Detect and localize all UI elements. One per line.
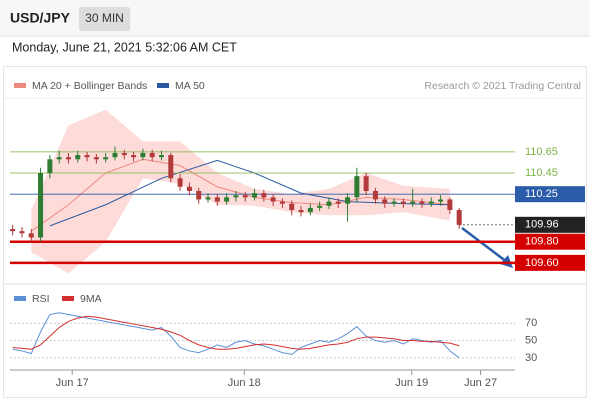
candle-body — [56, 157, 62, 160]
candle-body — [168, 155, 174, 179]
candle-body — [93, 157, 99, 160]
candle-body — [345, 197, 351, 204]
candle-body — [103, 157, 109, 160]
x-tick-label: Jun 18 — [228, 377, 261, 389]
candle-body — [419, 201, 425, 204]
legend-swatch — [157, 83, 169, 88]
candle-body — [307, 207, 313, 213]
candle-body — [326, 201, 332, 206]
candle-body — [354, 176, 360, 198]
indicator-line — [12, 315, 460, 350]
candle-body — [214, 197, 220, 202]
level-label: 110.45 — [525, 167, 558, 179]
candle-body — [233, 195, 239, 198]
credit: Research © 2021 Trading Central — [424, 80, 581, 92]
candle-body — [112, 152, 118, 158]
bollinger-band — [31, 109, 450, 274]
chart-frame — [3, 66, 587, 398]
candle-body — [298, 210, 304, 213]
candle-body — [10, 229, 16, 232]
candle-body — [372, 191, 378, 200]
candle-body — [177, 178, 183, 187]
candle-body — [84, 155, 90, 158]
candle-body — [38, 173, 44, 238]
candle-body — [335, 201, 341, 204]
candle-body — [279, 201, 285, 204]
level-box — [515, 216, 585, 233]
candle-body — [410, 201, 416, 204]
legend-label: MA 20 + Bollinger Bands — [32, 80, 147, 92]
timeframe-badge[interactable] — [79, 7, 130, 31]
candle-body — [121, 152, 127, 156]
legend-swatch — [62, 296, 74, 301]
candle-body — [19, 231, 25, 234]
timeframe[interactable]: 30 MIN — [85, 11, 124, 25]
candle-body — [28, 233, 34, 238]
x-tick-label: Jun 27 — [464, 377, 497, 389]
indicator-line — [12, 312, 460, 359]
legend-label: 9MA — [80, 293, 102, 305]
candle-body — [65, 157, 71, 160]
x-tick-label: Jun 19 — [395, 377, 428, 389]
symbol: USD/JPY — [10, 10, 71, 26]
candle-body — [317, 205, 323, 208]
x-tick-label: Jun 17 — [56, 377, 89, 389]
candle-body — [428, 201, 434, 204]
level-label: 109.80 — [525, 236, 559, 248]
candle-body — [438, 199, 444, 202]
candle-body — [447, 199, 453, 211]
candle-body — [75, 155, 81, 160]
candle-body — [205, 197, 211, 200]
y-tick-label: 30 — [525, 352, 537, 364]
candle-body — [456, 210, 462, 225]
candle-body — [196, 191, 202, 200]
level-label: 110.65 — [525, 146, 558, 158]
candle-body — [242, 195, 248, 198]
candle-body — [252, 193, 258, 198]
level-label: 109.96 — [525, 219, 559, 231]
candle-body — [270, 197, 276, 202]
candle-body — [131, 155, 137, 158]
level-box — [515, 254, 585, 271]
candle-body — [400, 201, 406, 204]
candle-body — [391, 201, 397, 204]
legend-swatch — [14, 296, 26, 301]
candle-body — [47, 159, 53, 174]
timestamp: Monday, June 21, 2021 5:32:06 AM CET — [12, 40, 237, 54]
candle-body — [289, 203, 295, 211]
level-box — [515, 233, 585, 250]
candle-body — [261, 193, 267, 198]
projection-arrowhead — [500, 255, 513, 268]
candle-body — [149, 152, 155, 158]
y-tick-label: 50 — [525, 334, 537, 346]
candle-body — [140, 152, 146, 158]
level-label: 109.60 — [525, 257, 559, 269]
level-box — [515, 186, 585, 203]
level-label: 110.25 — [525, 188, 558, 200]
legend-label: MA 50 — [175, 80, 205, 92]
candle-body — [186, 186, 192, 191]
candle-body — [224, 197, 230, 202]
candle-body — [382, 199, 388, 204]
y-tick-label: 70 — [525, 317, 537, 329]
projection-arrow — [461, 227, 508, 263]
candle-body — [363, 176, 369, 191]
legend-label: RSI — [32, 293, 50, 305]
legend-swatch — [14, 83, 26, 88]
candle-body — [158, 155, 164, 158]
